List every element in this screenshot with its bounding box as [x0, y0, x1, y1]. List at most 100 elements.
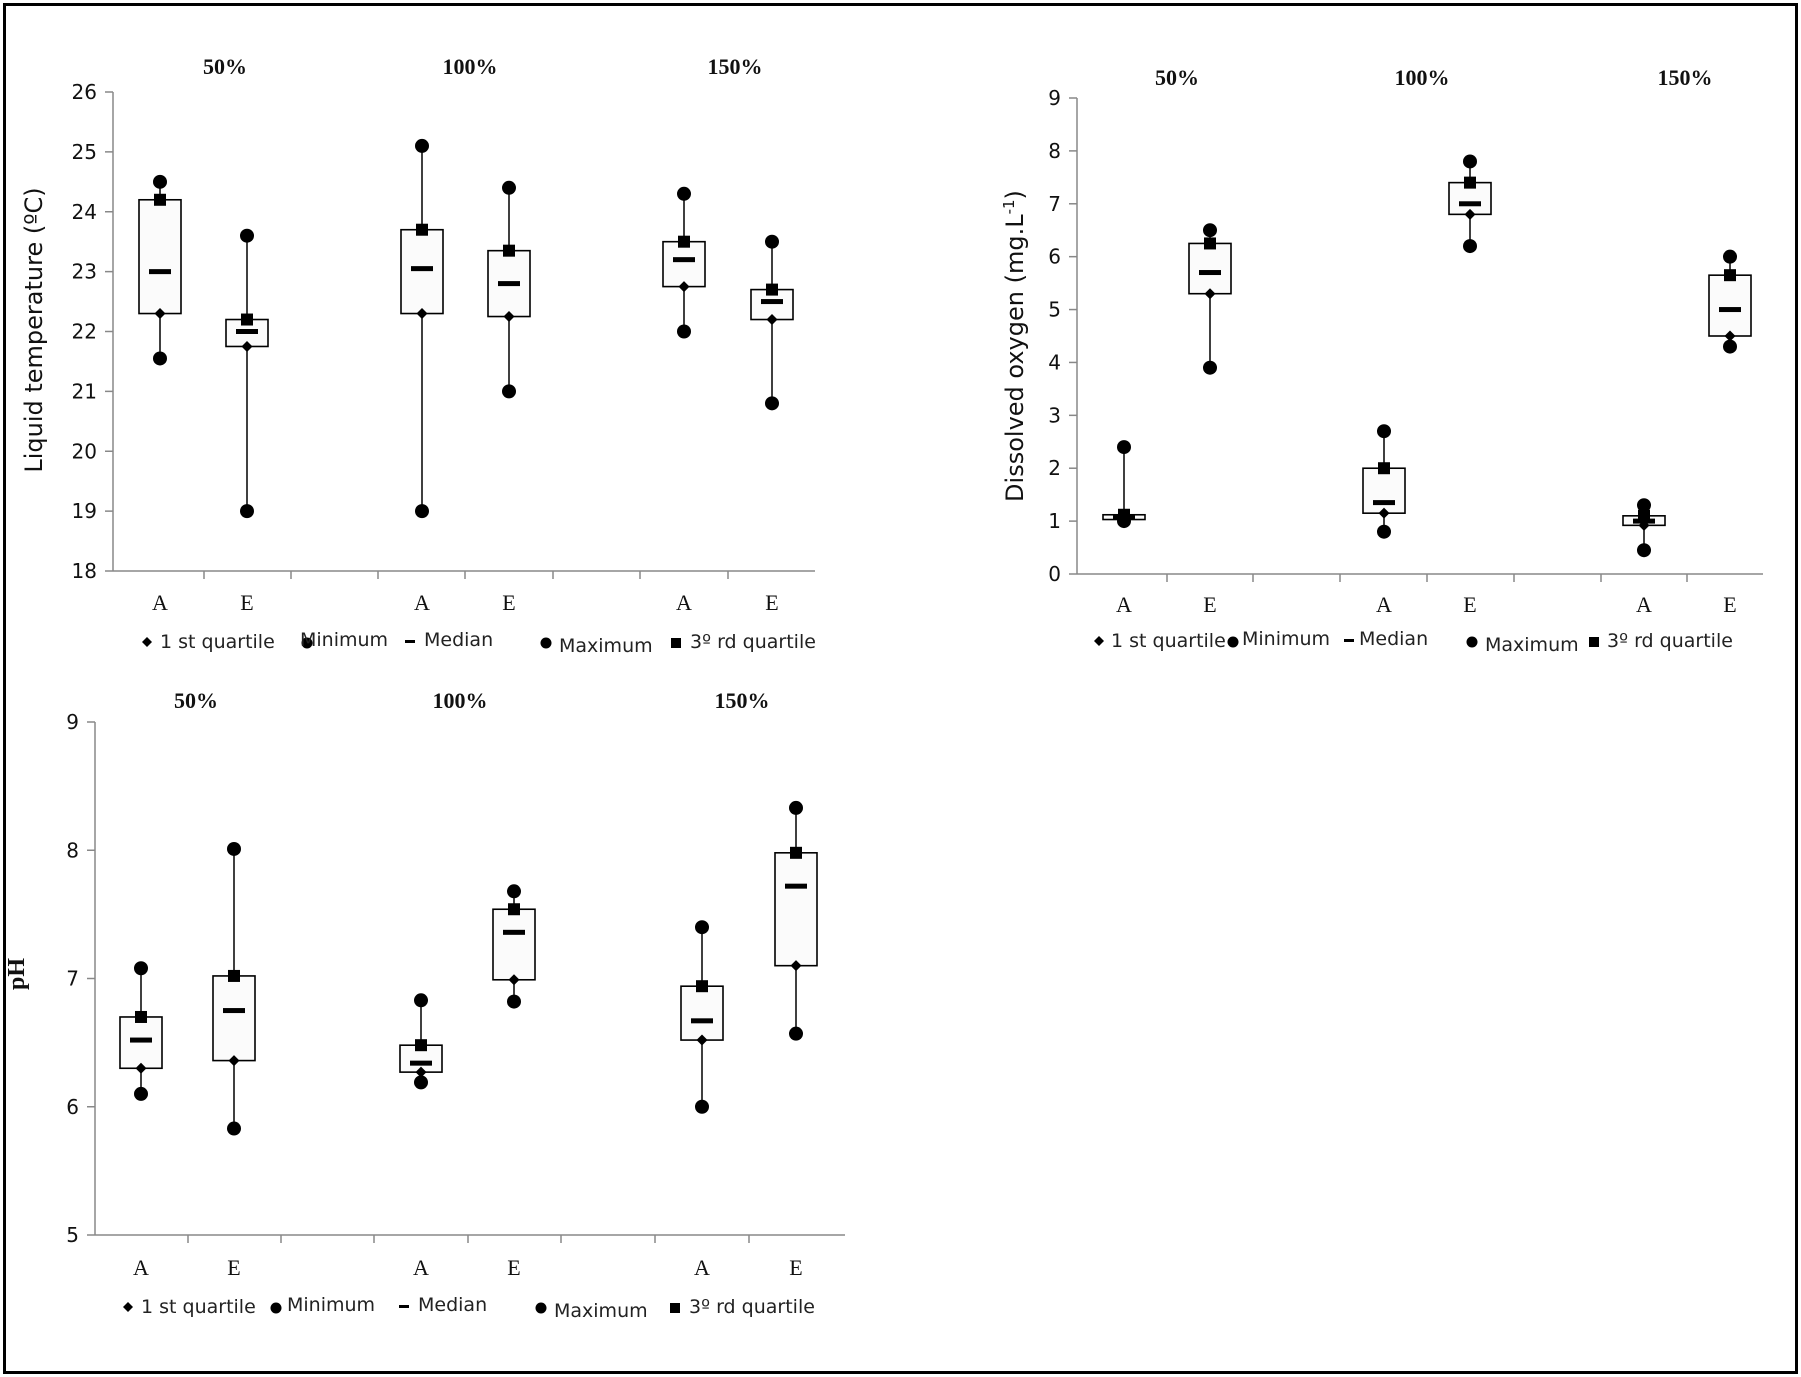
- median-mark: [223, 1008, 245, 1014]
- y-tick-label: 2: [1048, 456, 1061, 480]
- group-label: 100%: [433, 688, 488, 713]
- legend: 1 st quartile Minimum Median Maximum 3º rd q…: [123, 1294, 815, 1322]
- y-tick-label: 7: [1048, 192, 1061, 216]
- minimum-mark: [695, 1099, 709, 1114]
- maximum-mark: [153, 174, 167, 189]
- minimum-mark: [507, 994, 521, 1009]
- maximum-mark: [677, 186, 691, 201]
- y-axis-label-main: Liquid temperature (ºC): [20, 187, 48, 472]
- minimum-mark: [765, 396, 779, 411]
- maximum-mark: [1637, 498, 1651, 513]
- legend-diamond-icon: [142, 637, 152, 647]
- third-quartile-mark: [228, 969, 240, 982]
- group-label: 50%: [1155, 65, 1199, 90]
- y-tick-label: 8: [66, 838, 79, 862]
- y-tick-label: 5: [1048, 298, 1061, 322]
- minimum-mark: [1463, 239, 1477, 254]
- box-50%-E: [1188, 223, 1232, 375]
- third-quartile-mark: [415, 1039, 427, 1052]
- minimum-mark: [1117, 514, 1131, 529]
- first-quartile-mark: [228, 1055, 240, 1067]
- legend-circle-icon: [301, 637, 313, 649]
- box-100%-E: [487, 180, 531, 399]
- category-label: E: [227, 1255, 240, 1280]
- y-tick-label: 26: [72, 80, 97, 104]
- third-quartile-mark: [696, 980, 708, 993]
- median-mark: [785, 883, 807, 889]
- third-quartile-mark: [790, 846, 802, 859]
- maximum-mark: [1203, 223, 1217, 238]
- y-tick-label: 20: [72, 439, 97, 463]
- category-label: A: [694, 1255, 710, 1280]
- median-mark: [1199, 270, 1221, 276]
- box-100%-A: [400, 138, 444, 519]
- legend-circle-icon: [1466, 636, 1478, 648]
- minimum-mark: [153, 351, 167, 366]
- box-150%-E: [1708, 249, 1752, 354]
- y-axis-label-superscript: -1: [1000, 199, 1018, 214]
- chart-temperature: 18 19 20 21 22 23 24 25 26 50% 100% 150% A E A E A E Liqui…: [20, 54, 816, 657]
- minimum-mark: [1723, 339, 1737, 354]
- y-axis-label: Liquid temperature (ºC): [20, 187, 48, 472]
- y-tick-label: 9: [1048, 86, 1061, 110]
- legend: 1 st quartile Minimum Median Maximum 3º rd q…: [1094, 628, 1733, 656]
- maximum-mark: [695, 920, 709, 935]
- minimum-mark: [134, 1086, 148, 1101]
- box-50%-E: [212, 841, 256, 1136]
- legend: 1 st quartile Minimum Median Maximum 3º rd q…: [142, 629, 816, 657]
- y-tick-label: 23: [72, 260, 97, 284]
- y-tick-label: 4: [1048, 350, 1061, 374]
- first-quartile-mark: [508, 974, 520, 986]
- category-label: A: [1376, 592, 1392, 617]
- interquartile-box: [212, 975, 256, 1062]
- third-quartile-mark: [416, 223, 428, 236]
- median-mark: [410, 1060, 432, 1066]
- minimum-mark: [227, 1121, 241, 1136]
- median-mark: [411, 266, 433, 272]
- first-quartile-mark: [678, 281, 690, 293]
- category-label: E: [1203, 592, 1216, 617]
- group-label: 150%: [1658, 65, 1713, 90]
- category-label: A: [1636, 592, 1652, 617]
- interquartile-box: [680, 985, 724, 1041]
- maximum-mark: [414, 993, 428, 1008]
- category-label: A: [414, 590, 430, 615]
- category-label: E: [765, 590, 778, 615]
- category-label: E: [502, 590, 515, 615]
- box-150%-A: [680, 920, 724, 1114]
- first-quartile-mark: [135, 1062, 147, 1074]
- median-mark: [236, 329, 258, 334]
- third-quartile-mark: [1724, 269, 1736, 282]
- y-tick-label: 7: [66, 967, 79, 991]
- minimum-mark: [1377, 524, 1391, 539]
- category-label: E: [507, 1255, 520, 1280]
- maximum-mark: [134, 961, 148, 976]
- y-tick-label: 8: [1048, 139, 1061, 163]
- minimum-mark: [789, 1026, 803, 1041]
- y-axis-label-main: Dissolved oxygen (mg.L: [1001, 214, 1029, 502]
- maximum-mark: [765, 234, 779, 249]
- interquartile-box: [662, 240, 706, 288]
- box-150%-E: [750, 234, 794, 411]
- legend-third-quartile: 3º rd quartile: [690, 631, 816, 653]
- group-label: 100%: [443, 54, 498, 79]
- third-quartile-mark: [508, 903, 520, 916]
- third-quartile-mark: [1464, 176, 1476, 189]
- legend-maximum: Maximum: [554, 1300, 648, 1322]
- maximum-mark: [1117, 440, 1131, 455]
- first-quartile-mark: [790, 960, 802, 972]
- category-label: A: [676, 590, 692, 615]
- median-mark: [498, 281, 520, 287]
- median-mark: [1459, 201, 1481, 207]
- first-quartile-mark: [766, 314, 778, 326]
- first-quartile-mark: [1638, 519, 1650, 531]
- legend-circle-icon: [270, 1302, 282, 1314]
- legend-first-quartile: 1 st quartile: [160, 631, 275, 653]
- minimum-mark: [240, 504, 254, 519]
- minimum-mark: [1637, 543, 1651, 558]
- group-label: 50%: [203, 54, 247, 79]
- first-quartile-mark: [1724, 330, 1736, 342]
- box-50%-A: [119, 961, 163, 1101]
- minimum-mark: [415, 504, 429, 519]
